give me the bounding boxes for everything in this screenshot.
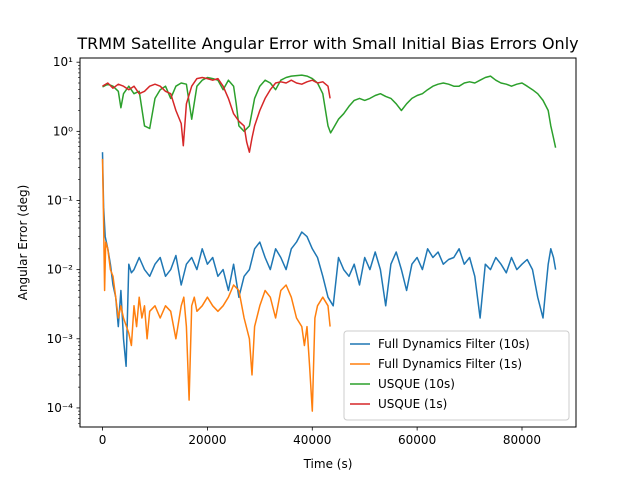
series-line-1 — [101, 152, 557, 368]
legend-label-4: USQUE (1s) — [378, 397, 447, 411]
plot-frame — [79, 57, 577, 428]
y-tick-label: 10⁻¹ — [47, 193, 74, 207]
legend-label-3: USQUE (10s) — [378, 377, 455, 391]
legend: Full Dynamics Filter (10s) Full Dynamics … — [343, 330, 570, 421]
series-line-3 — [102, 74, 557, 148]
series-line-4 — [102, 76, 331, 153]
x-tick-label: 20000 — [188, 433, 226, 447]
x-tick-label: 40000 — [293, 433, 331, 447]
x-tick-label: 0 — [99, 433, 107, 447]
legend-label-2: Full Dynamics Filter (1s) — [378, 357, 522, 371]
y-axis-label: Angular Error (deg) — [16, 185, 30, 301]
legend-label-1: Full Dynamics Filter (10s) — [378, 337, 530, 351]
x-axis-ticks: 0 20000 40000 60000 80000 — [99, 427, 541, 447]
legend-box — [343, 330, 570, 421]
y-tick-label: 10⁻³ — [47, 332, 74, 346]
y-tick-label: 10¹ — [53, 55, 73, 69]
x-axis-label: Time (s) — [303, 457, 353, 471]
y-tick-label: 10⁰ — [53, 124, 73, 138]
y-tick-label: 10⁻² — [47, 263, 74, 277]
chart-title: TRMM Satellite Angular Error with Small … — [76, 34, 578, 53]
series-layer — [101, 74, 557, 412]
series-line-2 — [101, 158, 331, 412]
x-tick-label: 60000 — [398, 433, 436, 447]
y-tick-label: 10⁻⁴ — [47, 401, 74, 415]
y-axis-ticks: 10⁻⁴ 10⁻³ 10⁻² 10⁻¹ 10⁰ 10¹ — [47, 55, 80, 424]
x-tick-label: 80000 — [503, 433, 541, 447]
